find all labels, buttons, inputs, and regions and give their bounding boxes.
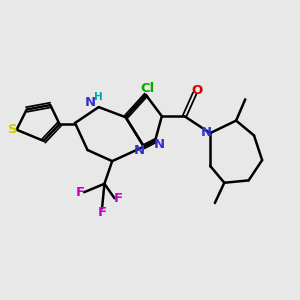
Text: Cl: Cl [140,82,155,95]
Text: O: O [192,84,203,97]
Text: N: N [201,126,212,139]
Text: F: F [98,206,106,219]
Text: F: F [76,186,85,199]
Text: H: H [94,92,103,102]
Text: S: S [8,123,17,136]
Text: N: N [85,95,96,109]
Text: N: N [154,138,165,152]
Text: F: F [114,192,123,205]
Text: N: N [133,144,144,157]
